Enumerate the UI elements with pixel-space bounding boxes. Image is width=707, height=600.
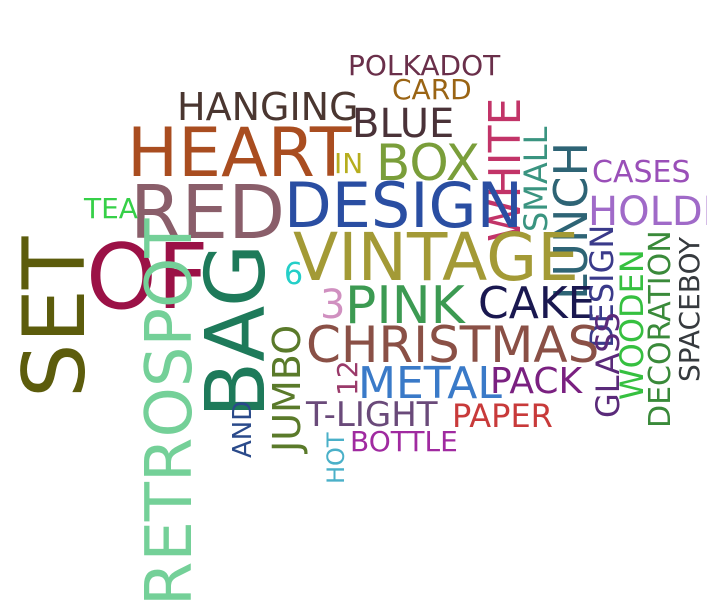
word-holder: HOLDER <box>588 189 707 235</box>
word-and: AND <box>228 400 258 458</box>
word-blue: BLUE <box>352 101 455 147</box>
word-polkadot: POLKADOT <box>348 49 501 82</box>
word-box: BOX <box>376 134 480 192</box>
word-six: 6 <box>284 257 304 292</box>
word-of: OF <box>86 225 209 330</box>
word-in: IN <box>334 147 364 180</box>
word-tea: TEA <box>84 192 138 225</box>
word-christmas: CHRISTMAS <box>306 316 600 374</box>
word-hanging: HANGING <box>177 85 359 129</box>
word-cases: CASES <box>592 155 691 190</box>
word-metal: METAL <box>358 358 502 409</box>
word-red: RED <box>130 170 286 256</box>
word-pink: PINK <box>345 276 465 336</box>
word-three: 3 <box>320 282 346 328</box>
word-hot: HOT <box>322 432 350 484</box>
word-retrospot: RETROSPOT <box>133 218 207 600</box>
word-design: DESIGN <box>284 169 523 242</box>
word-vintage: VINTAGE <box>293 219 580 296</box>
word-jumbo: JUMBO <box>265 324 309 452</box>
word-decoration: DECORATION <box>643 230 678 428</box>
word-cake: CAKE <box>478 278 596 329</box>
word-paper: PAPER <box>452 397 553 435</box>
word-heart: HEART <box>127 114 352 193</box>
word-card: CARD <box>392 73 472 106</box>
word-pack: PACK <box>490 361 583 402</box>
word-bottle: BOTTLE <box>350 425 458 458</box>
word-spaceboy: SPACEBOY <box>673 236 706 382</box>
word-tlight: T-LIGHT <box>306 395 438 435</box>
